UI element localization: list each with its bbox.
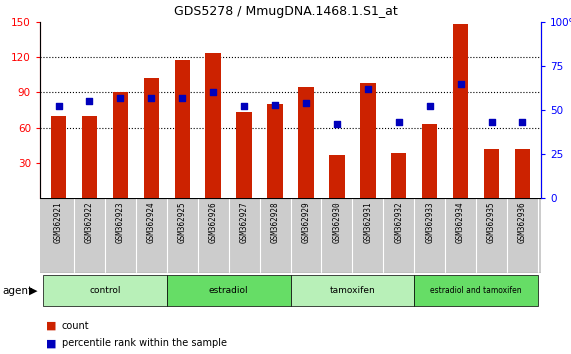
Point bbox=[271, 102, 280, 108]
Text: GSM362929: GSM362929 bbox=[301, 202, 311, 244]
Point bbox=[332, 121, 341, 127]
Text: GSM362921: GSM362921 bbox=[54, 202, 63, 244]
Point bbox=[147, 95, 156, 101]
Text: count: count bbox=[62, 321, 89, 331]
Point bbox=[54, 104, 63, 109]
Text: control: control bbox=[89, 286, 120, 295]
Text: GSM362936: GSM362936 bbox=[518, 202, 527, 244]
Text: GSM362924: GSM362924 bbox=[147, 202, 156, 244]
Text: GSM362922: GSM362922 bbox=[85, 202, 94, 244]
Point bbox=[301, 100, 311, 106]
Text: GSM362935: GSM362935 bbox=[487, 202, 496, 244]
Point bbox=[178, 95, 187, 101]
Text: GSM362933: GSM362933 bbox=[425, 202, 434, 244]
Bar bbox=[514, 149, 530, 198]
Text: estradiol and tamoxifen: estradiol and tamoxifen bbox=[430, 286, 522, 295]
Text: GSM362928: GSM362928 bbox=[271, 202, 280, 244]
Text: ■: ■ bbox=[46, 321, 56, 331]
Text: estradiol: estradiol bbox=[209, 286, 248, 295]
Bar bbox=[143, 78, 159, 198]
Point bbox=[456, 81, 465, 86]
Bar bbox=[51, 116, 66, 198]
Text: agent: agent bbox=[3, 285, 33, 296]
Bar bbox=[112, 92, 128, 198]
Text: GDS5278 / MmugDNA.1468.1.S1_at: GDS5278 / MmugDNA.1468.1.S1_at bbox=[174, 5, 397, 18]
Text: GSM362930: GSM362930 bbox=[332, 202, 341, 244]
Bar bbox=[360, 83, 376, 198]
Bar bbox=[422, 124, 437, 198]
Bar bbox=[167, 275, 291, 306]
Point bbox=[208, 90, 218, 95]
Bar bbox=[391, 153, 407, 198]
Point bbox=[240, 104, 249, 109]
Point bbox=[85, 98, 94, 104]
Bar bbox=[43, 275, 167, 306]
Text: GSM362925: GSM362925 bbox=[178, 202, 187, 244]
Text: tamoxifen: tamoxifen bbox=[329, 286, 375, 295]
Text: GSM362927: GSM362927 bbox=[240, 202, 248, 244]
Point bbox=[116, 95, 125, 101]
Text: GSM362932: GSM362932 bbox=[394, 202, 403, 244]
Point bbox=[394, 120, 403, 125]
Bar bbox=[414, 275, 538, 306]
Point bbox=[425, 104, 434, 109]
Bar bbox=[236, 112, 252, 198]
Bar bbox=[206, 52, 221, 198]
Text: ▶: ▶ bbox=[29, 285, 37, 296]
Bar bbox=[175, 59, 190, 198]
Text: GSM362931: GSM362931 bbox=[363, 202, 372, 244]
Bar bbox=[298, 86, 313, 198]
Bar bbox=[291, 275, 414, 306]
Text: ■: ■ bbox=[46, 338, 56, 348]
Bar bbox=[453, 24, 468, 198]
Bar bbox=[82, 116, 97, 198]
Bar bbox=[484, 149, 499, 198]
Point bbox=[518, 120, 527, 125]
Text: percentile rank within the sample: percentile rank within the sample bbox=[62, 338, 227, 348]
Point bbox=[487, 120, 496, 125]
Text: GSM362934: GSM362934 bbox=[456, 202, 465, 244]
Bar bbox=[267, 104, 283, 198]
Text: GSM362926: GSM362926 bbox=[208, 202, 218, 244]
Text: GSM362923: GSM362923 bbox=[116, 202, 125, 244]
Bar bbox=[329, 155, 345, 198]
Point bbox=[363, 86, 372, 92]
